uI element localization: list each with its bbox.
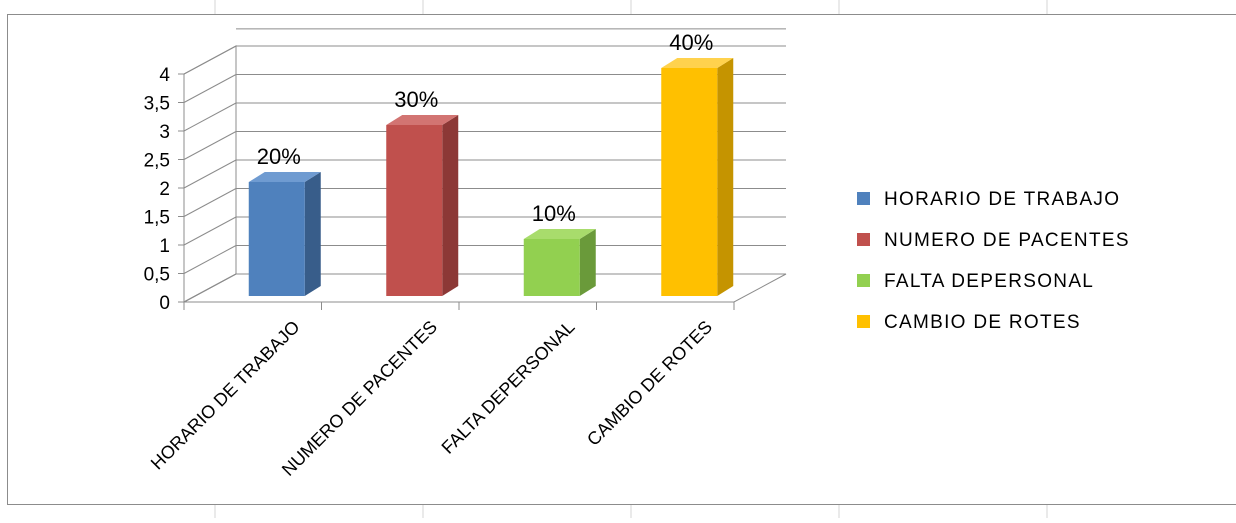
bar-top bbox=[248, 172, 321, 182]
bar-side bbox=[442, 115, 459, 296]
y-tick-label: 0 bbox=[159, 293, 170, 314]
gridline-diagonal bbox=[183, 245, 237, 274]
chart-area[interactable]: 0 0,5 1 1,5 2 2,5 3 3,5 4 20% 30% 10% 40% HORARIO D… bbox=[7, 14, 1236, 505]
data-label: 30% bbox=[394, 87, 438, 112]
bar-front bbox=[386, 125, 443, 296]
legend-label: FALTA DEPERSONAL bbox=[884, 271, 1094, 292]
x-tick-label: HORARIO DE TRABAJO bbox=[147, 317, 304, 474]
legend-item: HORARIO DE TRABAJO bbox=[857, 189, 1120, 210]
y-axis-ticks: 0 0,5 1 1,5 2 2,5 3 3,5 4 bbox=[144, 65, 735, 314]
legend-swatch bbox=[857, 192, 870, 205]
bar-front bbox=[661, 68, 718, 296]
y-tick-label: 3,5 bbox=[144, 94, 170, 115]
gridline-diagonal bbox=[183, 102, 237, 132]
legend-swatch bbox=[857, 274, 870, 287]
data-label: 20% bbox=[257, 144, 301, 169]
bar bbox=[523, 229, 596, 296]
gridline-diagonal bbox=[183, 273, 237, 303]
legend[interactable]: HORARIO DE TRABAJO NUMERO DE PACENTES FALT… bbox=[857, 189, 1130, 333]
legend-swatch bbox=[857, 233, 870, 246]
bar bbox=[386, 115, 459, 296]
bar-top bbox=[661, 58, 734, 68]
x-tick-label: NUMERO DE PACENTES bbox=[278, 317, 441, 480]
gridline-diagonal bbox=[183, 74, 237, 103]
legend-swatch bbox=[857, 315, 870, 328]
legend-item: FALTA DEPERSONAL bbox=[857, 271, 1094, 292]
y-tick-label: 2 bbox=[159, 179, 170, 200]
x-tick-label: FALTA DEPERSONAL bbox=[438, 317, 579, 458]
gridline-diagonal bbox=[183, 188, 237, 217]
legend-label: CAMBIO DE ROTES bbox=[884, 312, 1081, 333]
bar-top bbox=[523, 229, 596, 239]
gridline-diagonal bbox=[183, 45, 237, 75]
data-label: 10% bbox=[532, 201, 576, 226]
legend-label: NUMERO DE PACENTES bbox=[884, 230, 1130, 251]
legend-item: CAMBIO DE ROTES bbox=[857, 312, 1081, 333]
gridline-diagonal bbox=[183, 216, 237, 246]
legend-label: HORARIO DE TRABAJO bbox=[884, 189, 1120, 210]
data-label: 40% bbox=[669, 30, 713, 55]
bar bbox=[661, 58, 734, 296]
y-tick-label: 3 bbox=[159, 122, 170, 143]
bar-side bbox=[304, 172, 321, 296]
x-tick-label: CAMBIO DE ROTES bbox=[583, 317, 716, 450]
bar-front bbox=[248, 182, 305, 296]
bar-top bbox=[386, 115, 459, 125]
gridline-diagonal bbox=[183, 131, 237, 160]
bar-side bbox=[579, 229, 596, 296]
bar bbox=[248, 172, 321, 296]
y-tick-label: 0,5 bbox=[144, 265, 170, 286]
data-labels: 20% 30% 10% 40% bbox=[257, 30, 714, 226]
y-tick-label: 4 bbox=[159, 65, 170, 86]
bar-side bbox=[717, 58, 734, 296]
gridline-diagonal bbox=[183, 159, 237, 189]
bar-chart: 0 0,5 1 1,5 2 2,5 3 3,5 4 20% 30% 10% 40% HORARIO D… bbox=[144, 28, 1130, 480]
bars bbox=[248, 58, 734, 296]
legend-item: NUMERO DE PACENTES bbox=[857, 230, 1130, 251]
y-tick-label: 2,5 bbox=[144, 151, 170, 172]
y-tick-label: 1 bbox=[159, 236, 170, 257]
bar-front bbox=[523, 239, 580, 296]
y-tick-label: 1,5 bbox=[144, 208, 170, 229]
